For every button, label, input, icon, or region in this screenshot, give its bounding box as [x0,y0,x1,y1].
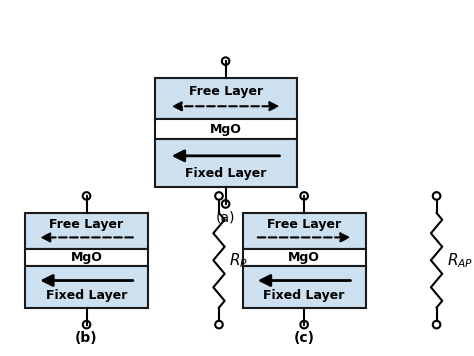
Text: MgO: MgO [71,251,102,264]
Text: Free Layer: Free Layer [267,218,341,231]
Bar [243,266,365,308]
Text: $R_{AP}$: $R_{AP}$ [447,251,473,269]
Text: Fixed Layer: Fixed Layer [264,289,345,302]
Bar [243,213,365,249]
Text: (a): (a) [216,210,236,224]
Text: Free Layer: Free Layer [49,218,124,231]
Text: Free Layer: Free Layer [189,85,263,98]
Text: (c): (c) [293,331,315,345]
Bar [155,78,297,120]
Text: Fixed Layer: Fixed Layer [185,167,266,180]
Text: $R_P$: $R_P$ [229,251,248,269]
Bar [155,120,297,139]
Text: Fixed Layer: Fixed Layer [46,289,127,302]
Bar [243,249,365,266]
Text: (b): (b) [75,331,98,345]
Bar [25,213,148,249]
Text: MgO: MgO [210,123,242,136]
Bar [155,139,297,187]
Bar [25,249,148,266]
Bar [25,266,148,308]
Text: MgO: MgO [288,251,320,264]
